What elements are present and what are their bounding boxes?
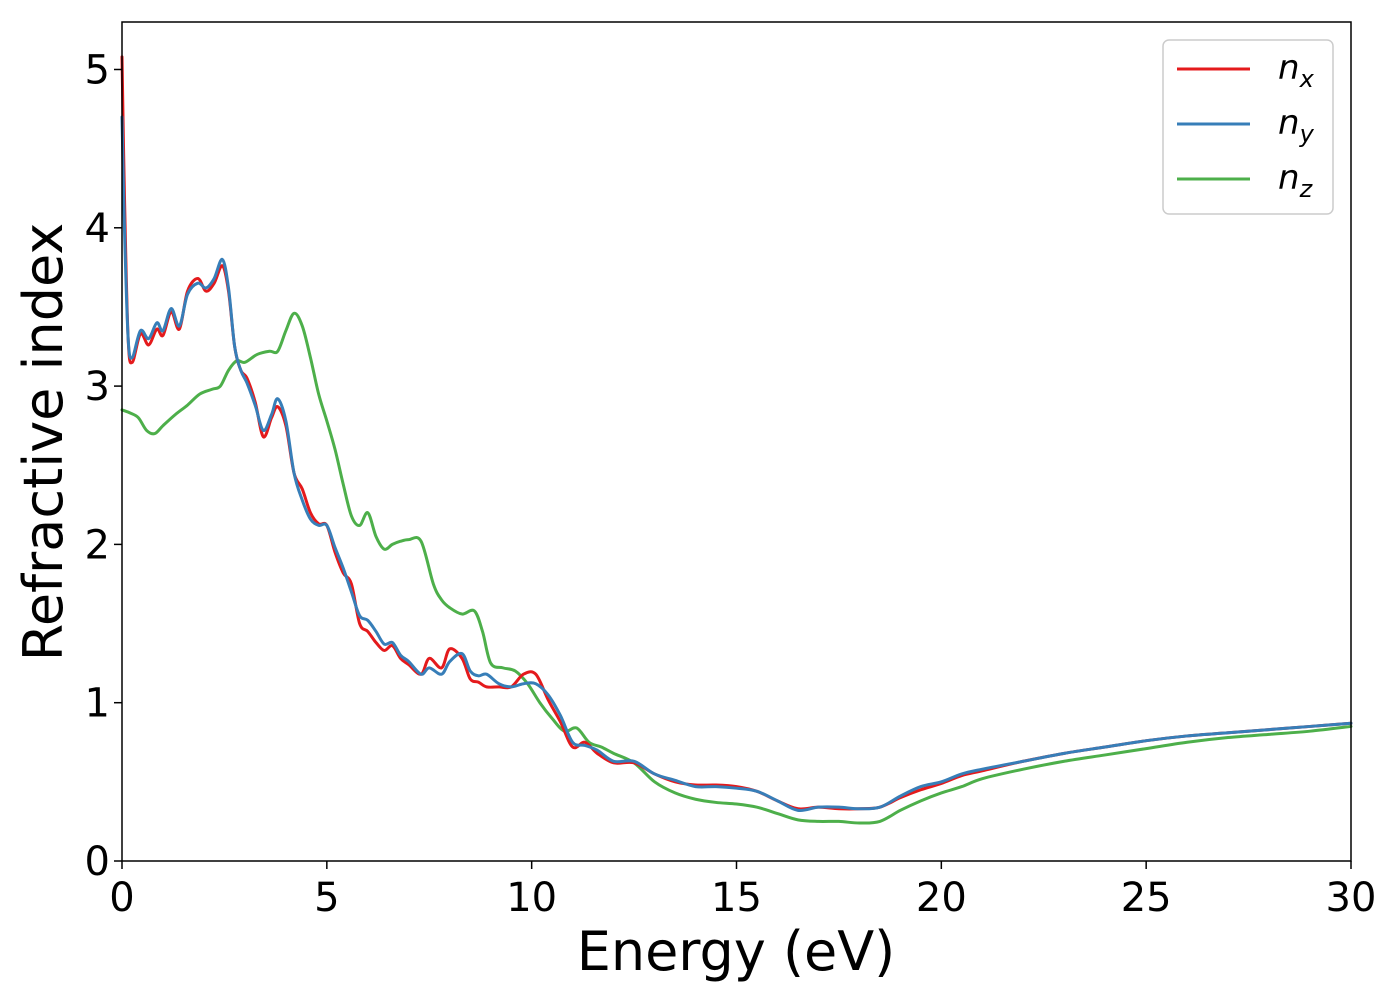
x-tick-label: 15 bbox=[711, 875, 762, 921]
legend-label-nx: nx bbox=[1278, 48, 1315, 93]
y-tick-label: 0 bbox=[85, 839, 110, 885]
x-tick-label: 30 bbox=[1326, 875, 1377, 921]
y-tick-label: 2 bbox=[85, 522, 110, 568]
legend-label-main: n bbox=[1278, 48, 1300, 88]
legend-label-subscript: z bbox=[1299, 175, 1314, 203]
y-tick-label: 1 bbox=[85, 681, 110, 727]
x-tick-label: 25 bbox=[1121, 875, 1172, 921]
x-tick-label: 5 bbox=[314, 875, 339, 921]
y-axis-label: Refractive index bbox=[12, 223, 75, 662]
legend-label-nz: nz bbox=[1278, 158, 1314, 203]
x-axis-ticks: 0 5 10 15 20 25 30 bbox=[109, 861, 1376, 921]
x-axis-label: Energy (eV) bbox=[577, 920, 896, 983]
series-line-nz bbox=[120, 311, 1353, 825]
x-tick-label: 20 bbox=[916, 875, 967, 921]
x-tick-label: 0 bbox=[109, 875, 134, 921]
legend-label-ny: ny bbox=[1278, 103, 1315, 148]
legend-label-subscript: y bbox=[1299, 120, 1315, 148]
legend-box bbox=[1162, 39, 1334, 215]
y-tick-label: 4 bbox=[85, 206, 110, 252]
y-axis-ticks: 0 1 2 3 4 5 bbox=[85, 47, 122, 885]
legend-label-main: n bbox=[1278, 103, 1300, 143]
legend-label-main: n bbox=[1278, 158, 1300, 198]
plot-lines bbox=[120, 55, 1353, 825]
legend-label-subscript: x bbox=[1299, 65, 1315, 93]
x-tick-label: 10 bbox=[506, 875, 557, 921]
series-line-ny bbox=[120, 115, 1353, 813]
y-tick-label: 5 bbox=[85, 47, 110, 93]
y-tick-label: 3 bbox=[85, 364, 110, 410]
